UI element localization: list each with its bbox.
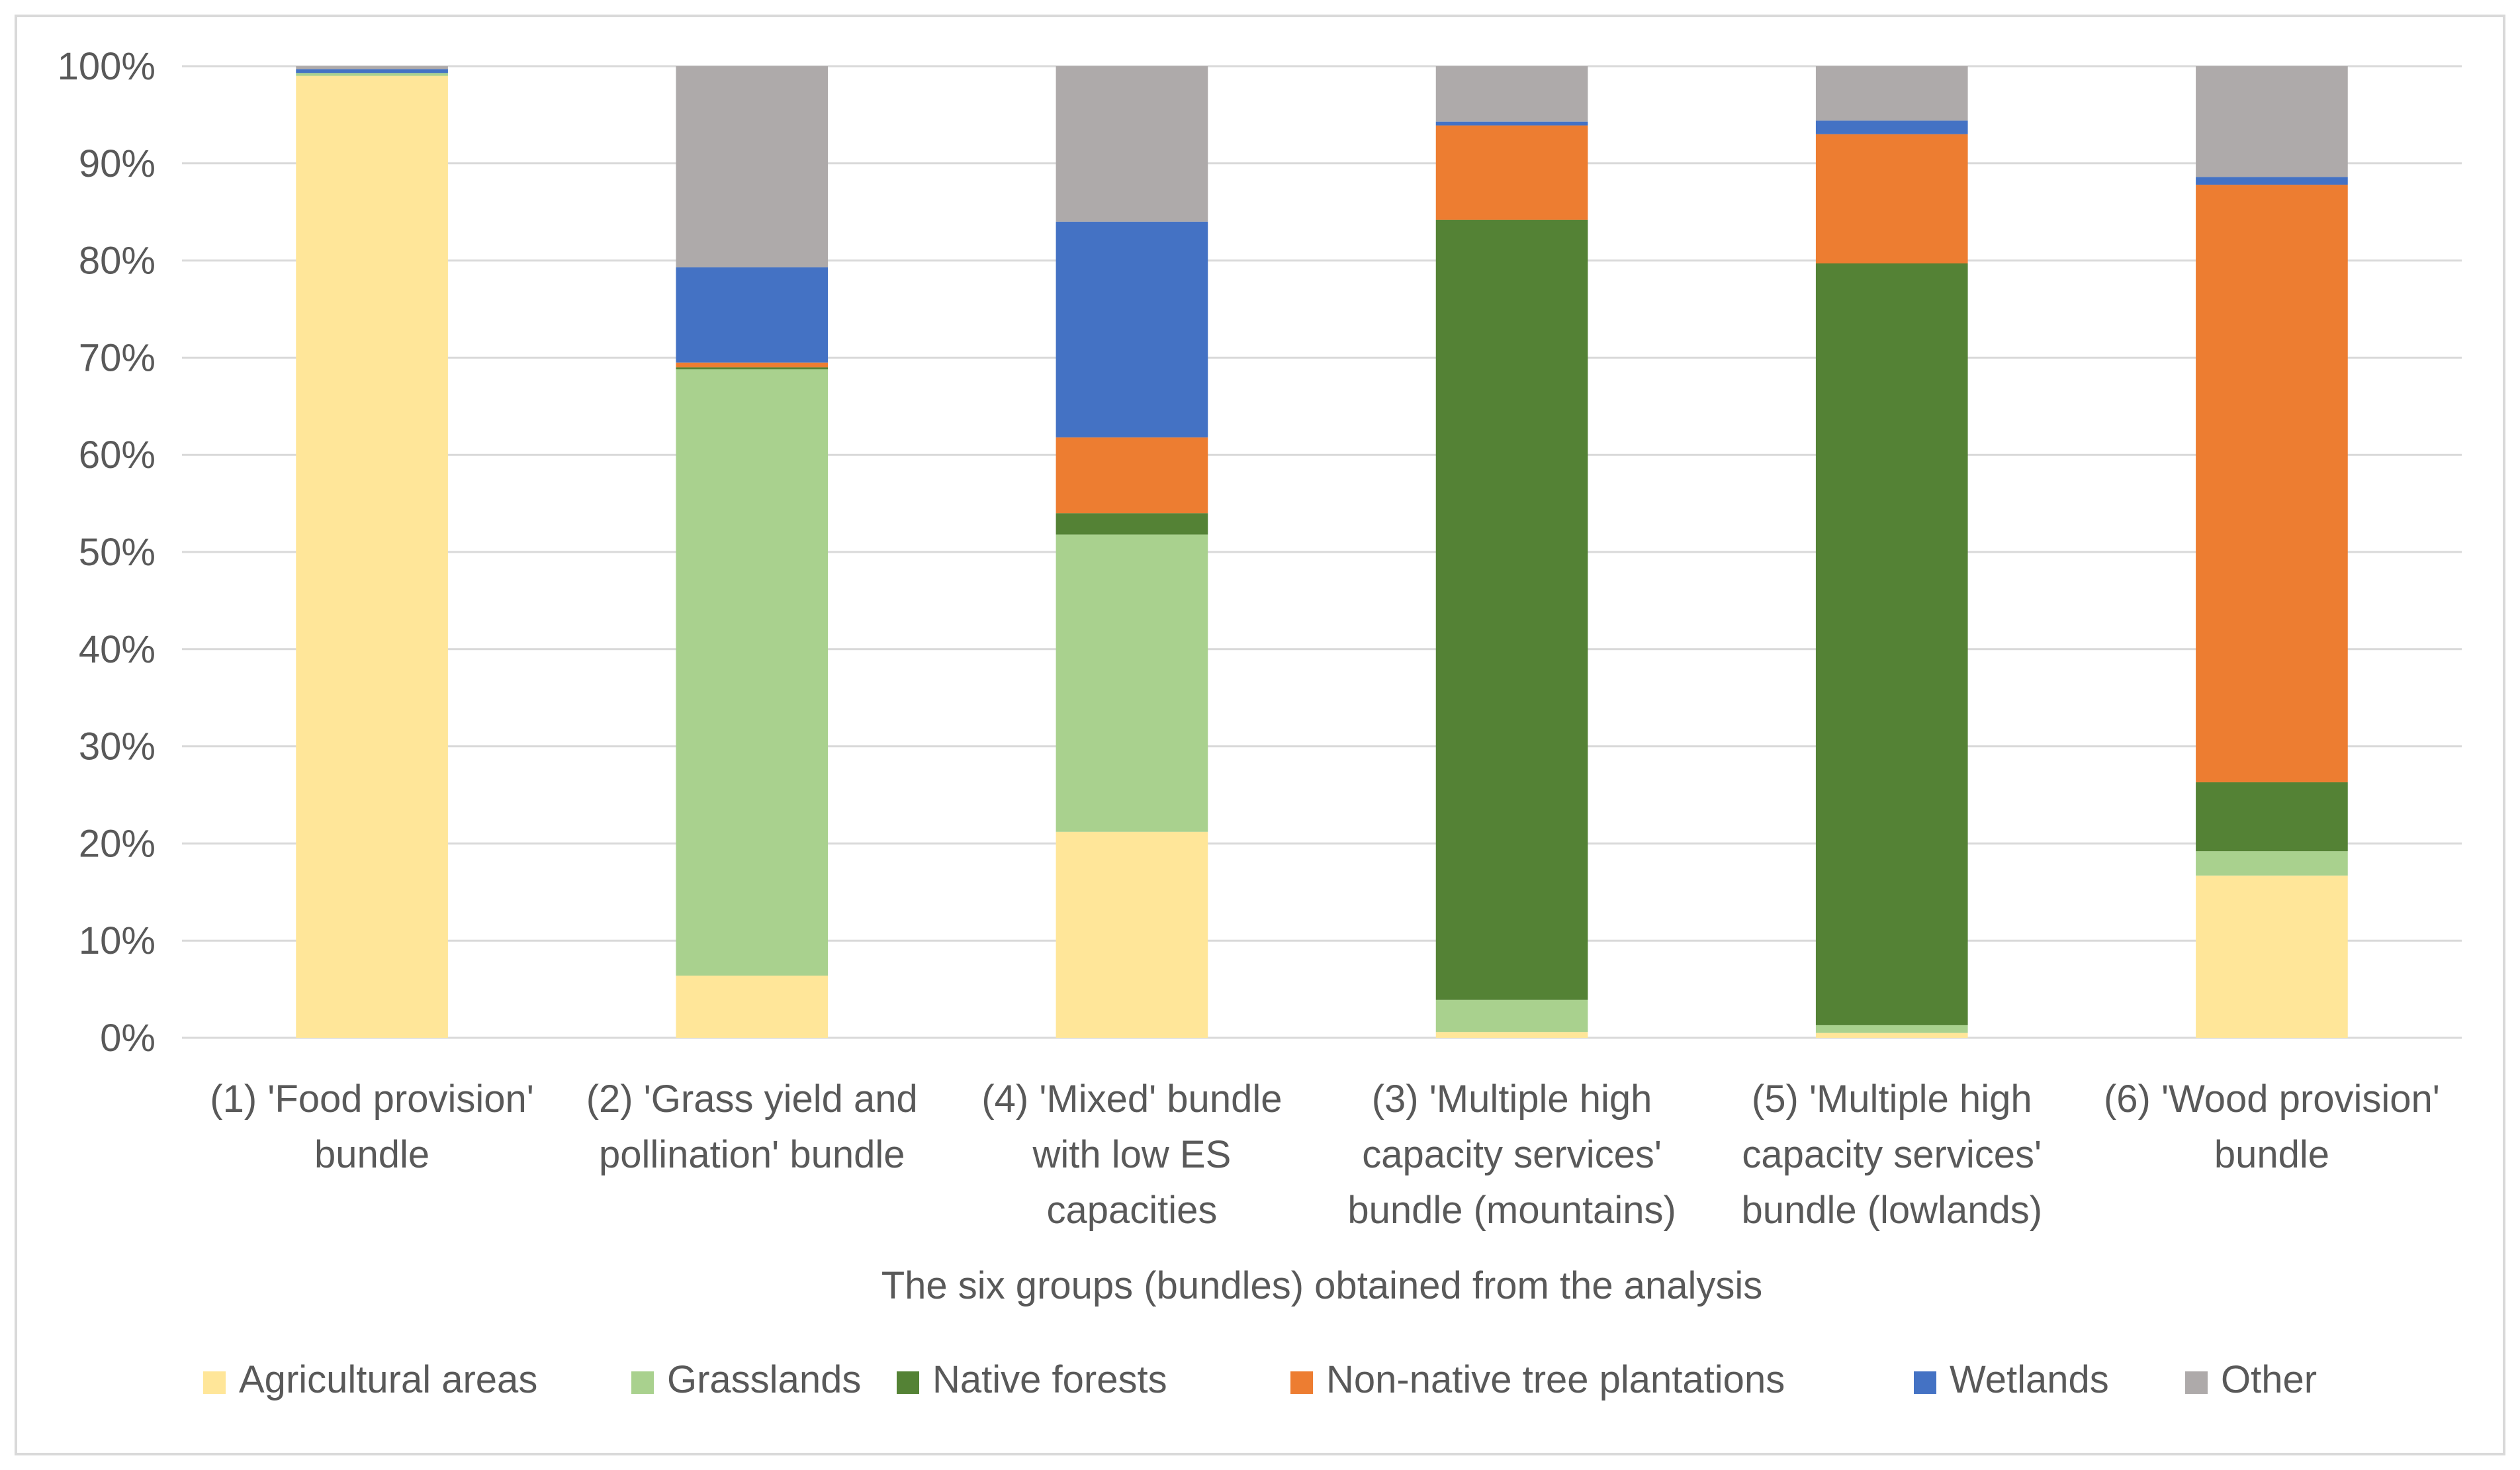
y-tick-label: 70%: [79, 336, 156, 379]
legend-label: Wetlands: [1950, 1358, 2109, 1401]
y-tick-label: 50%: [79, 531, 156, 574]
bar-segment: [676, 66, 829, 267]
bar-segment: [1815, 1025, 1968, 1033]
bar-segment: [1056, 534, 1208, 832]
category-label: (1) 'Food provision': [210, 1078, 534, 1121]
category-label: pollination' bundle: [599, 1133, 905, 1176]
category-label: bundle: [314, 1133, 429, 1176]
legend-swatch: [897, 1371, 919, 1394]
bar-segment: [2196, 875, 2348, 1038]
bar-segment: [2196, 177, 2348, 185]
bars: [296, 66, 2348, 1038]
category-label: (4) 'Mixed' bundle: [981, 1078, 1282, 1121]
category-label: bundle (mountains): [1347, 1189, 1676, 1232]
bar-segment: [1056, 221, 1208, 437]
bar-segment: [2196, 782, 2348, 852]
legend-swatch: [1290, 1371, 1313, 1394]
category-label: capacity services': [1362, 1133, 1662, 1176]
category-label: capacity services': [1742, 1133, 2042, 1176]
bar-segment: [2196, 66, 2348, 177]
bar-segment: [296, 73, 448, 76]
bar-segment: [1815, 66, 1968, 121]
legend-label: Non-native tree plantations: [1326, 1358, 1785, 1401]
legend-swatch: [631, 1371, 654, 1394]
bar-segment: [1435, 125, 1588, 220]
legend-label: Agricultural areas: [239, 1358, 537, 1401]
bar-segment: [1815, 134, 1968, 264]
bar-segment: [296, 69, 448, 73]
bar-segment: [1435, 999, 1588, 1033]
bar-segment: [296, 75, 448, 1038]
category-label: with low ES: [1032, 1133, 1232, 1176]
bar-segment: [1056, 513, 1208, 535]
legend: Agricultural areas Grasslands Native fores…: [203, 1358, 2317, 1401]
category-label: (2) 'Grass yield and: [586, 1078, 918, 1121]
y-tick-label: 40%: [79, 628, 156, 671]
bar-segment: [1815, 1033, 1968, 1038]
bar-segment: [1056, 437, 1208, 514]
bar-segment: [1056, 66, 1208, 222]
y-tick-labels: 0% 10% 20% 30% 40% 50% 60% 70% 80% 90% 100%: [58, 45, 156, 1060]
bar-segment: [676, 369, 829, 976]
category-label: (6) 'Wood provision': [2104, 1078, 2440, 1121]
bar-segment: [1815, 263, 1968, 1025]
legend-label: Grasslands: [667, 1358, 861, 1401]
legend-label: Native forests: [932, 1358, 1167, 1401]
bar-segment: [1435, 219, 1588, 1000]
legend-swatch: [2185, 1371, 2208, 1394]
gridlines: [182, 65, 2462, 1039]
y-tick-label: 80%: [79, 240, 156, 283]
y-tick-label: 30%: [79, 725, 156, 768]
y-tick-label: 10%: [79, 919, 156, 962]
bar-segment: [2196, 185, 2348, 782]
bar-segment: [1435, 1032, 1588, 1038]
bar-segment: [676, 976, 829, 1038]
category-label: capacities: [1046, 1189, 1217, 1232]
y-tick-label: 90%: [79, 142, 156, 185]
x-axis-title: The six groups (bundles) obtained from t…: [881, 1264, 1762, 1307]
category-label: (5) 'Multiple high: [1752, 1078, 2032, 1121]
y-tick-label: 20%: [79, 822, 156, 865]
bar-segment: [1435, 66, 1588, 122]
bar-segment: [1435, 121, 1588, 126]
bar-segment: [676, 367, 829, 370]
category-labels: (1) 'Food provision' bundle (2) 'Grass yie…: [210, 1078, 2440, 1232]
legend-swatch: [1914, 1371, 1936, 1394]
bar-segment: [2196, 851, 2348, 876]
category-label: bundle: [2214, 1133, 2329, 1176]
bar-segment: [296, 66, 448, 69]
y-tick-label: 0%: [100, 1017, 156, 1060]
y-tick-label: 60%: [79, 434, 156, 477]
legend-swatch: [203, 1371, 226, 1394]
category-label: (3) 'Multiple high: [1372, 1078, 1652, 1121]
bar-segment: [1815, 120, 1968, 134]
bar-segment: [676, 267, 829, 363]
y-tick-label: 100%: [58, 45, 156, 88]
legend-label: Other: [2221, 1358, 2317, 1401]
category-label: bundle (lowlands): [1741, 1189, 2042, 1232]
bar-segment: [676, 362, 829, 368]
bar-segment: [1056, 831, 1208, 1038]
